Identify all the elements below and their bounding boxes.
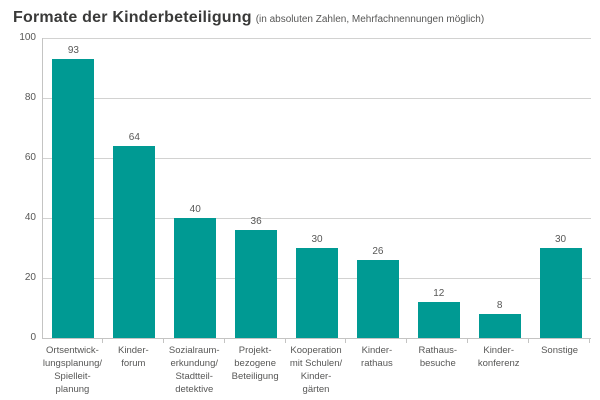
x-axis-tick xyxy=(589,339,590,343)
bar xyxy=(174,218,217,338)
x-axis-tick xyxy=(345,339,347,343)
bars-container: 93 64 40 36 30 26 12 8 30 xyxy=(43,38,591,338)
bar-group-9: 30 xyxy=(530,38,591,338)
bar-value-label: 30 xyxy=(555,234,567,245)
x-axis-tick xyxy=(406,339,408,343)
bar-group-1: 93 xyxy=(43,38,104,338)
x-axis-ticks xyxy=(42,339,590,344)
bar xyxy=(417,302,460,338)
category-label: Sozialraum-erkundung/Stadtteil-detektive xyxy=(168,345,220,395)
category-label: Rathaus-besuche xyxy=(418,345,458,369)
category-label: Kooperation mit Schulen/Kinder-gärten xyxy=(289,345,343,395)
bar-value-label: 40 xyxy=(189,204,201,215)
bar-group-3: 40 xyxy=(165,38,226,338)
y-axis-tick-label: 100 xyxy=(19,32,36,43)
y-axis-tick-label: 60 xyxy=(24,152,36,163)
bar xyxy=(478,314,521,338)
bar-value-label: 30 xyxy=(311,234,323,245)
category-label: Sonstige xyxy=(541,345,579,356)
x-axis-tick xyxy=(467,339,469,343)
bar-group-5: 30 xyxy=(287,38,348,338)
gridline-60 xyxy=(43,158,591,159)
x-axis-tick xyxy=(162,339,164,343)
y-axis-tick-label: 20 xyxy=(24,272,36,283)
x-axis-tick xyxy=(223,339,225,343)
category-label: Kinder-forum xyxy=(118,345,149,369)
category-label: Kinder-konferenz xyxy=(477,345,520,369)
x-axis-labels: Ortsentwick-lungsplanung/Spielleit-planu… xyxy=(42,344,590,396)
gridline-80 xyxy=(43,98,591,99)
chart-subtitle: (in absoluten Zahlen, Mehrfachnennungen … xyxy=(255,14,485,25)
category-label: Ortsentwick-lungsplanung/Spielleit-planu… xyxy=(42,345,103,395)
bar-group-6: 26 xyxy=(347,38,408,338)
bar xyxy=(52,59,95,338)
bar-value-label: 36 xyxy=(250,216,262,227)
chart-title: Formate der Kinderbeteiligung xyxy=(13,9,252,26)
plot-area: 93 64 40 36 30 26 12 8 30 xyxy=(42,38,591,339)
bar-value-label: 12 xyxy=(433,288,445,299)
bar-value-label: 64 xyxy=(128,132,140,143)
bar-group-8: 8 xyxy=(469,38,530,338)
bar-value-label: 26 xyxy=(372,246,384,257)
gridline-40 xyxy=(43,218,591,219)
bar xyxy=(356,260,399,338)
y-axis-tick-label: 40 xyxy=(24,212,36,223)
x-axis-tick xyxy=(284,339,286,343)
bar xyxy=(113,146,156,338)
bar xyxy=(539,248,582,338)
chart-header: Formate der Kinderbeteiligung (in absolut… xyxy=(13,9,484,27)
y-axis-tick-label: 0 xyxy=(30,332,36,343)
bar-group-2: 64 xyxy=(104,38,165,338)
y-axis-labels: 0 20 40 60 80 100 xyxy=(0,33,36,343)
bar-group-4: 36 xyxy=(226,38,287,338)
bar-value-label: 8 xyxy=(496,300,503,311)
bar-value-label: 93 xyxy=(67,45,79,56)
category-label: Projekt-bezogene Beteiligung xyxy=(231,345,279,382)
category-label: Kinder-rathaus xyxy=(361,345,393,369)
bar xyxy=(296,248,338,338)
y-axis-tick-label: 80 xyxy=(24,92,36,103)
bar-group-7: 12 xyxy=(408,38,469,338)
x-axis-tick xyxy=(101,339,103,343)
gridline-100 xyxy=(43,38,591,39)
x-axis-tick xyxy=(528,339,530,343)
bar xyxy=(235,230,278,338)
